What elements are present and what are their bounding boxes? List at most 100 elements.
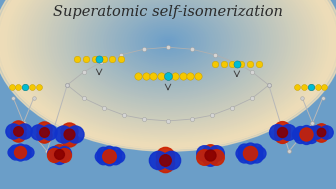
Point [209, 114, 214, 117]
Ellipse shape [159, 36, 177, 47]
Point [113, 152, 118, 155]
Point [301, 85, 307, 88]
Point [21, 121, 26, 124]
Ellipse shape [72, 0, 264, 102]
Point [113, 157, 118, 160]
Ellipse shape [28, 0, 308, 129]
Point [21, 130, 27, 133]
Point [213, 155, 218, 158]
Point [310, 121, 315, 124]
Ellipse shape [60, 0, 276, 109]
Point [297, 135, 303, 138]
Ellipse shape [162, 38, 174, 45]
Point [165, 74, 171, 77]
Point [60, 133, 66, 136]
Point [280, 131, 285, 134]
Point [202, 155, 207, 158]
Point [248, 155, 253, 158]
Point [51, 151, 56, 154]
Point [118, 53, 124, 56]
Point [61, 151, 67, 154]
Ellipse shape [0, 0, 336, 148]
Point [83, 57, 88, 60]
Point [318, 131, 324, 134]
Ellipse shape [84, 0, 252, 94]
Ellipse shape [110, 5, 226, 78]
Point [17, 151, 23, 154]
Point [142, 48, 147, 51]
Ellipse shape [156, 34, 180, 49]
Point [280, 134, 285, 137]
Point [249, 70, 255, 73]
Point [249, 97, 255, 100]
Point [274, 131, 279, 134]
Point [162, 162, 167, 165]
Point [248, 63, 253, 66]
Ellipse shape [40, 0, 296, 122]
Point [248, 152, 253, 155]
Point [207, 150, 213, 153]
Ellipse shape [130, 18, 206, 65]
Point [295, 85, 300, 88]
Point [165, 46, 171, 49]
Point [309, 135, 314, 138]
Point [44, 150, 50, 153]
Ellipse shape [19, 0, 317, 135]
Point [212, 63, 217, 66]
Point [158, 74, 163, 77]
Point [143, 74, 149, 77]
Ellipse shape [95, 0, 241, 87]
Point [122, 114, 127, 117]
Point [297, 130, 303, 133]
Point [29, 85, 35, 88]
Ellipse shape [121, 12, 215, 71]
Ellipse shape [0, 0, 336, 149]
Point [12, 148, 17, 151]
Point [36, 131, 41, 134]
Point [323, 131, 328, 134]
Point [254, 149, 259, 152]
Point [101, 57, 106, 60]
Point [115, 154, 120, 157]
Ellipse shape [92, 0, 244, 89]
Ellipse shape [54, 0, 282, 113]
Point [280, 128, 285, 131]
Point [51, 154, 56, 157]
Point [41, 128, 46, 131]
Point [66, 129, 72, 132]
Point [310, 121, 315, 124]
Ellipse shape [145, 27, 191, 56]
Ellipse shape [86, 0, 250, 93]
Point [189, 118, 194, 121]
Point [239, 152, 244, 155]
Point [207, 157, 213, 160]
Ellipse shape [119, 11, 217, 73]
Ellipse shape [34, 0, 302, 126]
Point [74, 57, 80, 60]
Point [310, 121, 315, 124]
Ellipse shape [43, 0, 293, 120]
Point [239, 63, 244, 66]
Point [25, 151, 30, 154]
Ellipse shape [101, 0, 235, 84]
Point [151, 74, 156, 77]
Ellipse shape [25, 0, 311, 131]
Point [61, 154, 67, 157]
Ellipse shape [151, 31, 185, 53]
Point [100, 157, 106, 160]
Point [189, 48, 194, 51]
Ellipse shape [75, 0, 261, 100]
Point [41, 131, 46, 134]
Point [318, 133, 324, 136]
Point [16, 127, 21, 130]
Point [233, 61, 238, 64]
Ellipse shape [78, 0, 258, 98]
Ellipse shape [136, 22, 200, 62]
Point [72, 133, 78, 136]
Point [207, 153, 213, 156]
Point [242, 154, 247, 157]
Point [66, 136, 72, 139]
Point [65, 84, 70, 87]
Ellipse shape [49, 0, 287, 116]
Ellipse shape [46, 0, 290, 118]
